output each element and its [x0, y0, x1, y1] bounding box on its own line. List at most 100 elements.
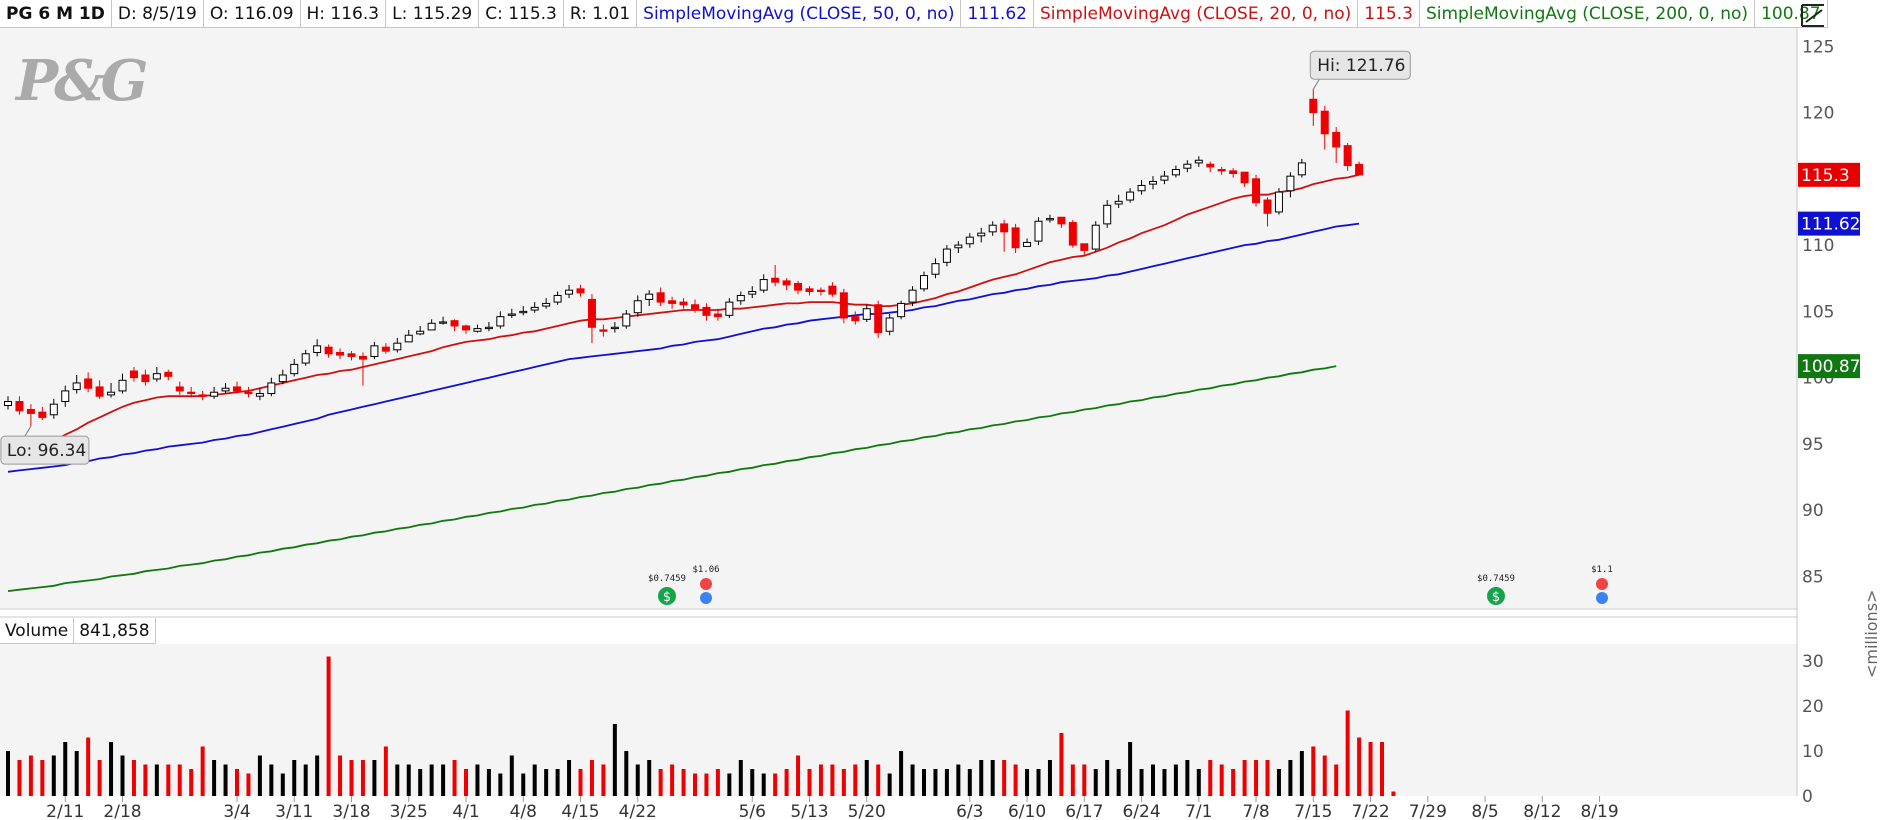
open-readout: O: 116.09: [203, 0, 301, 28]
dividend-icon: [658, 587, 676, 605]
candle: [725, 298, 734, 318]
volume-bar: [544, 769, 549, 796]
candle: [1149, 176, 1157, 190]
candle: [965, 233, 974, 248]
candle: [49, 398, 58, 419]
date-tick-label: 8/12: [1523, 802, 1561, 820]
sma50-legend[interactable]: SimpleMovingAvg (CLOSE, 50, 0, no): [637, 0, 962, 28]
low-readout: L: 115.29: [386, 0, 480, 28]
candle: [164, 369, 173, 381]
candle-body: [473, 328, 482, 332]
candle-body: [439, 321, 448, 324]
candle: [1263, 197, 1272, 227]
candle: [759, 274, 768, 293]
volume-bar: [1070, 764, 1075, 796]
date-tick-label: 3/11: [275, 802, 313, 820]
candle-body: [816, 289, 825, 292]
candle: [1034, 217, 1043, 246]
candle: [920, 271, 928, 292]
date-readout: D: 8/5/19: [111, 0, 204, 28]
date-tick-label: 4/22: [619, 802, 657, 820]
candle-body: [1206, 163, 1215, 168]
high-callout-box: [1309, 50, 1411, 80]
candle: [931, 258, 940, 279]
candle: [267, 377, 276, 397]
candle-body: [1194, 159, 1203, 164]
candle: [1091, 221, 1100, 252]
low-callout-pointer: [24, 425, 32, 437]
candle: [233, 381, 241, 394]
volume-bar: [521, 773, 526, 796]
candle: [782, 278, 791, 291]
candle-body: [1320, 110, 1329, 135]
candle-body: [1023, 241, 1032, 247]
dividend-icon-glyph: $: [663, 590, 671, 605]
candle: [816, 287, 825, 296]
candle-body: [393, 342, 402, 351]
sma200-line: [7, 365, 1337, 592]
candle-body: [107, 391, 116, 396]
candle-body: [233, 386, 241, 392]
volume-bar: [326, 656, 331, 796]
date-tick-label: 5/20: [848, 802, 886, 820]
candle-body: [1309, 98, 1318, 114]
volume-bar: [990, 760, 995, 796]
earnings-report-icon: [700, 592, 712, 604]
drawing-tool-icon[interactable]: [1798, 2, 1828, 28]
volume-bar: [738, 760, 743, 796]
price-tick-label: 85: [1802, 567, 1824, 587]
candle-body: [748, 290, 757, 295]
candle-body: [347, 353, 356, 357]
volume-bar: [1219, 764, 1224, 796]
candle-body: [587, 298, 596, 328]
volume-bar: [6, 751, 10, 796]
candle: [977, 227, 986, 243]
volume-bar: [28, 755, 33, 796]
date-tick-label: 7/22: [1351, 802, 1389, 820]
price-tick-label: 105: [1802, 302, 1834, 322]
symbol-label[interactable]: PG 6 M 1D: [0, 0, 112, 28]
candle: [828, 282, 837, 297]
sma200-legend[interactable]: SimpleMovingAvg (CLOSE, 200, 0, no): [1419, 0, 1756, 28]
candle-body: [118, 379, 127, 392]
candle-body: [1000, 223, 1009, 233]
volume-bar: [830, 764, 835, 796]
candle-body: [38, 411, 47, 418]
candle: [1057, 216, 1066, 228]
earnings-label: $1.06: [692, 565, 719, 575]
volume-bar: [1173, 764, 1178, 796]
price-tag-label: 111.62: [1801, 215, 1860, 235]
volume-bar: [1036, 769, 1041, 796]
volume-bar: [1093, 769, 1098, 796]
candle-body: [1137, 184, 1146, 192]
sma20-legend[interactable]: SimpleMovingAvg (CLOSE, 20, 0, no): [1033, 0, 1359, 28]
candle: [713, 308, 722, 321]
candle-body: [416, 330, 425, 335]
candle-body: [278, 374, 287, 383]
candle: [4, 396, 12, 410]
candle: [1160, 170, 1169, 185]
candle-body: [129, 370, 138, 379]
candle-body: [565, 289, 574, 295]
candle-body: [507, 313, 516, 316]
volume-bar: [876, 764, 881, 796]
candle-body: [267, 382, 276, 395]
date-tick-label: 7/15: [1294, 802, 1332, 820]
price-tag: [1798, 162, 1860, 187]
candle: [129, 367, 138, 382]
candle-body: [656, 292, 665, 303]
volume-bar: [933, 769, 938, 796]
volume-bar: [1002, 760, 1007, 796]
candle-body: [965, 236, 974, 245]
candle-body: [885, 317, 894, 332]
candle: [1355, 161, 1364, 176]
volume-bar: [727, 773, 732, 796]
candle-body: [942, 248, 951, 263]
volume-bar: [97, 760, 102, 796]
candle-body: [908, 289, 917, 303]
volume-bar: [1368, 742, 1373, 796]
candle-body: [301, 353, 310, 364]
date-tick-label: 7/1: [1185, 802, 1212, 820]
volume-bar: [956, 764, 961, 796]
candle: [290, 359, 299, 377]
